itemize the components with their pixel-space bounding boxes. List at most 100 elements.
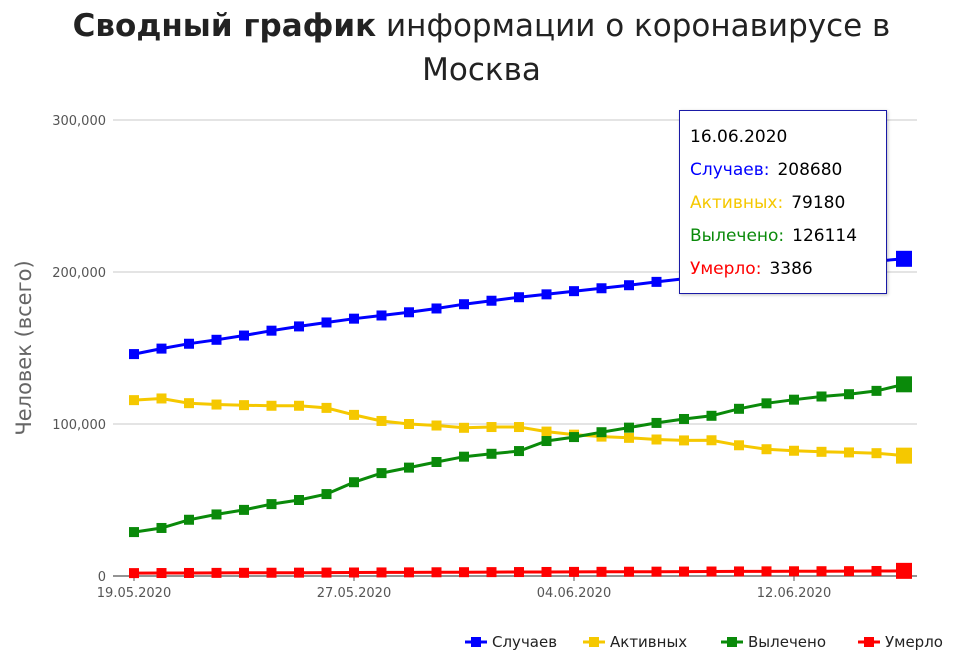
tooltip-value-active: 79180 [791, 193, 846, 213]
tooltip-label-recovered: Вылечено: [690, 226, 785, 246]
legend-label: Умерло [885, 633, 943, 651]
tooltip-value-cases: 208680 [777, 160, 843, 180]
legend-item-deaths: Умерло [858, 633, 943, 651]
legend-swatch-marker [864, 637, 874, 647]
legend-swatch-marker [471, 637, 481, 647]
tooltip-label-active: Активных: [690, 193, 784, 213]
x-tick-label: 04.06.2020 [537, 586, 611, 601]
data-point-active [679, 435, 689, 446]
data-point-recovered [679, 413, 689, 424]
data-point-deaths [844, 566, 854, 577]
data-point-cases [486, 295, 497, 306]
data-point-recovered [789, 394, 799, 405]
data-point-active [789, 445, 799, 456]
data-point-cases [651, 276, 662, 287]
data-point-active [624, 432, 634, 443]
data-point-recovered [844, 389, 854, 400]
data-point-recovered [569, 432, 579, 443]
data-point-recovered [266, 499, 277, 510]
data-point-active [211, 399, 222, 410]
data-point-recovered [321, 489, 332, 500]
data-point-active [376, 415, 387, 426]
series-lines [129, 250, 912, 579]
data-point-deaths [376, 567, 387, 578]
data-point-cases [541, 289, 552, 300]
data-point-recovered [514, 446, 524, 457]
data-point-deaths [596, 566, 607, 577]
data-point-recovered [871, 385, 882, 396]
data-point-active [816, 446, 827, 457]
data-point-deaths [211, 567, 222, 578]
data-point-deaths [514, 567, 524, 578]
data-point-recovered [156, 522, 167, 533]
data-point-deaths [486, 567, 497, 578]
data-point-deaths [706, 566, 717, 577]
data-point-recovered [761, 398, 772, 409]
data-point-deaths [679, 566, 689, 577]
data-point-cases [266, 325, 277, 336]
data-point-deaths [871, 565, 882, 576]
data-point-active [761, 444, 772, 455]
data-point-cases [129, 349, 139, 360]
data-point-deaths [239, 567, 249, 578]
data-point-active [459, 422, 469, 433]
legend-swatch-marker [589, 637, 599, 647]
data-point-active [844, 447, 854, 458]
tooltip-date: 16.06.2020 [690, 127, 788, 147]
legend-label: Активных [610, 633, 687, 651]
data-point-active [239, 400, 249, 411]
data-point-active [266, 400, 277, 411]
data-point-cases [459, 299, 469, 310]
axes: 0 100,000 200,000 300,000 19.05.2020 27.05.20… [12, 114, 831, 601]
data-point-cases [404, 307, 414, 318]
data-point-deaths [321, 567, 332, 578]
chart-title-bold: Сводный график [72, 8, 377, 44]
data-point-active [294, 400, 304, 411]
data-point-cases [321, 317, 332, 328]
data-point-recovered [651, 417, 662, 428]
data-point-cases [514, 292, 524, 303]
data-point-deaths [896, 562, 912, 579]
data-point-active [651, 434, 662, 445]
y-tick-label: 0 [98, 570, 106, 585]
data-point-deaths [294, 567, 304, 578]
tooltip-row-deaths: Умерло: 3386 [690, 258, 813, 280]
chart-title: Сводный график информации о коронавирусе… [0, 4, 963, 92]
y-tick-label: 300,000 [52, 114, 106, 129]
data-point-active [706, 435, 717, 446]
tooltip-label-deaths: Умерло: [690, 259, 762, 279]
legend: Случаев Активных Вылечено Умерло [465, 633, 943, 651]
data-point-deaths [129, 568, 139, 579]
data-point-active [431, 420, 442, 431]
tooltip-row-cases: Случаев: 208680 [690, 159, 842, 181]
data-point-active [896, 447, 912, 464]
data-point-active [404, 419, 414, 429]
data-point-cases [184, 338, 194, 349]
data-point-active [321, 402, 332, 413]
data-point-recovered [376, 468, 387, 479]
tooltip-row-active: Активных: 79180 [690, 192, 845, 214]
legend-label: Случаев [492, 633, 557, 651]
data-point-deaths [624, 566, 634, 577]
data-point-deaths [734, 566, 744, 577]
data-point-active [129, 395, 139, 406]
y-axis-label: Человек (всего) [12, 260, 36, 435]
data-point-cases [156, 343, 167, 354]
data-point-deaths [459, 567, 469, 578]
data-point-active [184, 398, 194, 409]
data-point-recovered [239, 504, 249, 515]
legend-item-recovered: Вылечено [721, 633, 826, 651]
data-point-cases [596, 283, 607, 294]
data-point-deaths [789, 566, 799, 577]
data-point-recovered [734, 403, 744, 414]
series-recovered [129, 376, 912, 538]
chart-title-rest: информации о коронавирусе в [386, 8, 891, 44]
data-point-recovered [541, 436, 552, 447]
data-point-deaths [816, 566, 827, 577]
legend-swatch-marker [727, 637, 737, 647]
tooltip-label-cases: Случаев: [690, 160, 770, 180]
data-point-deaths [184, 567, 194, 578]
tooltip-row-recovered: Вылечено: 126114 [690, 225, 857, 247]
data-point-active [514, 422, 524, 433]
data-point-active [734, 440, 744, 451]
